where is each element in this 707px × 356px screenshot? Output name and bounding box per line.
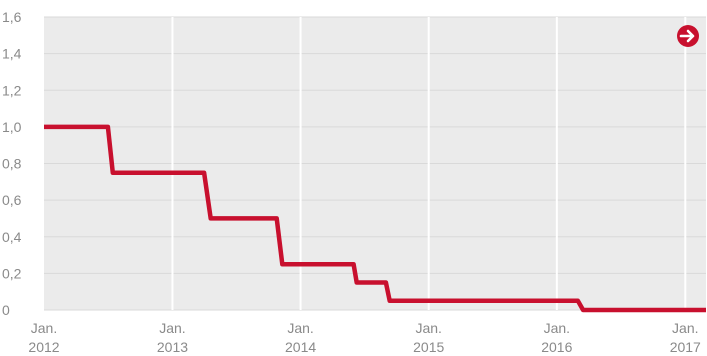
y-tick-label: 1,4 bbox=[2, 46, 22, 62]
y-tick-label: 0 bbox=[2, 302, 10, 318]
y-tick-label: 0,2 bbox=[2, 265, 22, 281]
y-tick-label: 0,8 bbox=[2, 156, 22, 172]
series-layer bbox=[44, 124, 706, 313]
x-tick-month: Jan. bbox=[672, 320, 698, 336]
series-line bbox=[44, 124, 706, 313]
y-tick-label: 1,6 bbox=[2, 9, 22, 25]
x-tick-year: 2016 bbox=[541, 339, 572, 355]
x-tick-month: Jan. bbox=[544, 320, 570, 336]
x-tick-month: Jan. bbox=[159, 320, 185, 336]
next-arrow-button[interactable] bbox=[677, 25, 699, 47]
y-tick-label: 1,0 bbox=[2, 119, 22, 135]
x-tick-year: 2012 bbox=[28, 339, 59, 355]
x-tick-year: 2015 bbox=[413, 339, 444, 355]
x-tick-month: Jan. bbox=[287, 320, 313, 336]
y-tick-label: 0,6 bbox=[2, 192, 22, 208]
gridlines bbox=[44, 16, 706, 311]
x-tick-month: Jan. bbox=[415, 320, 441, 336]
x-tick-year: 2017 bbox=[670, 339, 701, 355]
arrow-right-glyph bbox=[679, 29, 695, 43]
x-axis-ticks: Jan. 2012 Jan. 2013 Jan. 2014 Jan. 2015 Jan. 2016… bbox=[28, 320, 701, 355]
y-tick-label: 1,2 bbox=[2, 82, 22, 98]
y-tick-label: 0,4 bbox=[2, 229, 22, 245]
x-tick-year: 2014 bbox=[285, 339, 316, 355]
x-tick-year: 2013 bbox=[157, 339, 188, 355]
y-axis-ticks: 0 0,2 0,4 0,6 0,8 1,0 1,2 1,4 1,6 bbox=[2, 9, 22, 318]
x-tick-month: Jan. bbox=[31, 320, 57, 336]
